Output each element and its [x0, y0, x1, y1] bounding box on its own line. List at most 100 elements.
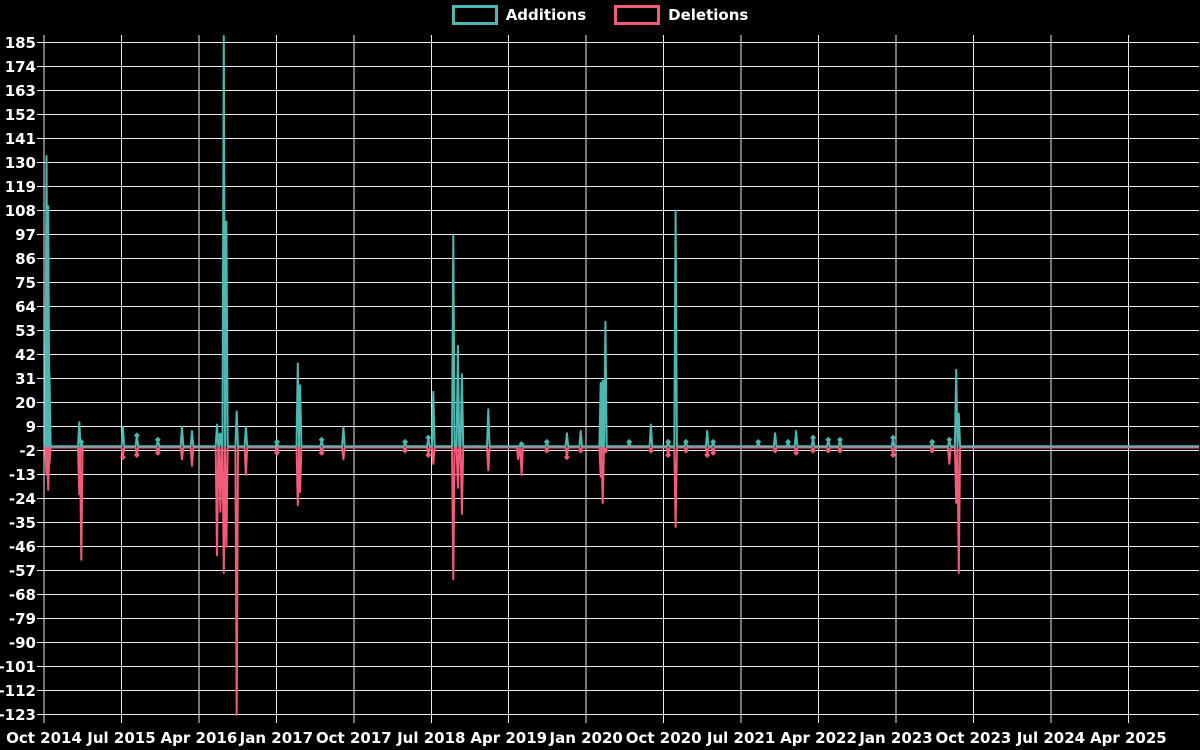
y-tick-label: 141 — [5, 130, 36, 148]
legend: Additions Deletions — [0, 5, 1200, 25]
deletions-point-marker — [793, 449, 800, 456]
additions-point-marker — [402, 438, 409, 445]
deletions-point-marker — [318, 449, 325, 456]
deletions-point-marker — [665, 452, 672, 459]
y-tick-label: 64 — [15, 298, 36, 316]
y-tick-label: -46 — [9, 538, 36, 556]
additions-point-marker — [890, 434, 897, 441]
y-tick-label: -90 — [9, 634, 36, 652]
additions-point-marker — [154, 436, 161, 443]
additions-point-marker — [543, 438, 550, 445]
x-tick-label: Jan 2023 — [858, 729, 932, 747]
x-tick-label: Oct 2020 — [626, 729, 702, 747]
additions-point-marker — [518, 441, 525, 448]
y-tick-label: 20 — [15, 394, 36, 412]
deletions-point-marker — [402, 447, 409, 454]
deletions-point-marker — [563, 454, 570, 461]
x-tick-label: Apr 2016 — [161, 729, 238, 747]
deletions-point-marker — [682, 447, 689, 454]
y-tick-label: 108 — [5, 202, 36, 220]
legend-item-additions: Additions — [451, 5, 587, 25]
deletions-point-marker — [425, 452, 432, 459]
deletions-point-marker — [825, 447, 832, 454]
deletions-point-marker — [154, 449, 161, 456]
y-tick-label: 42 — [15, 346, 36, 364]
additions-point-marker — [810, 434, 817, 441]
y-tick-label: -68 — [9, 586, 36, 604]
y-tick-label: -101 — [0, 658, 36, 676]
x-tick-label: Jul 2024 — [1016, 729, 1085, 747]
additions-point-marker — [78, 438, 85, 445]
additions-point-marker — [755, 438, 762, 445]
x-tick-label: Oct 2014 — [6, 729, 82, 747]
x-tick-label: Apr 2025 — [1090, 729, 1167, 747]
deletions-point-marker — [273, 449, 280, 456]
x-tick-label: Jan 2017 — [239, 729, 313, 747]
y-tick-label: 75 — [15, 274, 36, 292]
deletions-point-marker — [929, 447, 936, 454]
additions-point-marker — [682, 438, 689, 445]
y-tick-label: 9 — [26, 418, 36, 436]
additions-point-marker — [710, 438, 717, 445]
y-tick-label: 174 — [5, 58, 36, 76]
deletions-point-marker — [704, 452, 711, 459]
deletions-point-marker — [647, 447, 654, 454]
y-tick-label: 97 — [15, 226, 36, 244]
y-tick-label: 31 — [15, 370, 36, 388]
additions-point-marker — [929, 438, 936, 445]
axis-labels: 185 174 163 152 141 130 119 108 97 86 75 64 53 42 31 20… — [0, 34, 1167, 747]
y-tick-label: 130 — [5, 154, 36, 172]
y-tick-label: 86 — [15, 250, 36, 268]
deletions-swatch — [614, 5, 661, 25]
additions-point-marker — [946, 436, 953, 443]
x-tick-label: Oct 2023 — [936, 729, 1012, 747]
y-tick-label: 53 — [15, 322, 36, 340]
deletions-point-marker — [577, 447, 584, 454]
series — [44, 35, 1199, 716]
x-tick-label: Jul 2018 — [396, 729, 465, 747]
y-tick-label: -79 — [9, 610, 36, 628]
x-tick-label: Jul 2021 — [706, 729, 775, 747]
additions-point-marker — [133, 432, 140, 439]
additions-swatch — [451, 5, 498, 25]
deletions-line — [44, 446, 1199, 716]
additions-legend-label: Additions — [505, 5, 587, 24]
deletions-point-marker — [543, 447, 550, 454]
deletions-point-marker — [119, 454, 126, 461]
additions-point-marker — [626, 438, 633, 445]
additions-point-marker — [273, 438, 280, 445]
x-tick-label: Oct 2017 — [316, 729, 392, 747]
y-tick-label: 163 — [5, 82, 36, 100]
deletions-point-marker — [602, 447, 609, 454]
deletions-legend-label: Deletions — [668, 5, 749, 24]
additions-point-marker — [425, 434, 432, 441]
legend-item-deletions: Deletions — [614, 5, 748, 25]
x-tick-label: Jul 2015 — [86, 729, 155, 747]
deletions-point-marker — [810, 447, 817, 454]
additions-line — [44, 35, 1199, 448]
y-tick-label: 152 — [5, 106, 36, 124]
deletions-point-marker — [710, 449, 717, 456]
y-tick-label: 185 — [5, 34, 36, 52]
additions-point-marker — [665, 438, 672, 445]
deletions-point-marker — [890, 452, 897, 459]
deletions-point-marker — [836, 447, 843, 454]
x-tick-label: Apr 2019 — [470, 729, 547, 747]
x-tick-label: Jan 2020 — [548, 729, 622, 747]
deletions-point-marker — [772, 447, 779, 454]
x-tick-label: Apr 2022 — [780, 729, 857, 747]
additions-point-marker — [318, 436, 325, 443]
additions-point-marker — [825, 436, 832, 443]
y-tick-label: -35 — [9, 514, 36, 532]
y-tick-label: -2 — [19, 442, 36, 460]
y-tick-label: -112 — [0, 682, 36, 700]
additions-point-marker — [836, 436, 843, 443]
deletions-point-marker — [133, 452, 140, 459]
y-tick-label: -123 — [0, 706, 36, 724]
additions-point-marker — [217, 432, 224, 439]
additions-point-marker — [785, 438, 792, 445]
y-tick-label: -24 — [9, 490, 36, 508]
y-tick-label: -13 — [9, 466, 36, 484]
gridlines — [37, 35, 1199, 723]
